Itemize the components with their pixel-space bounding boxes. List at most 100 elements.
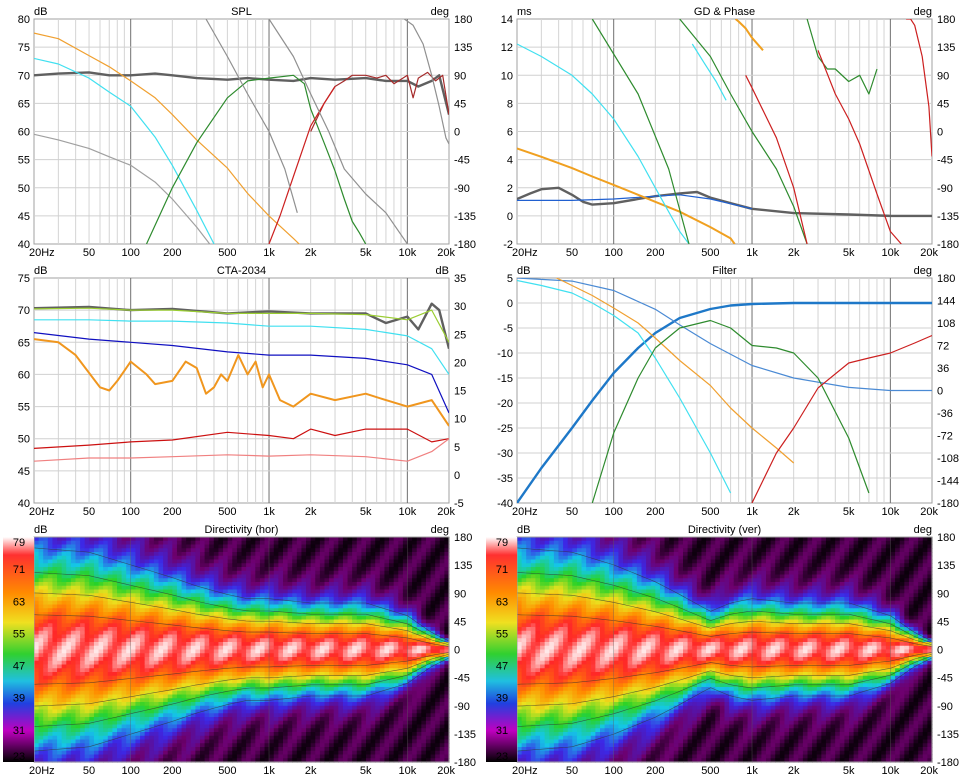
heat-cell xyxy=(356,638,362,643)
heat-cell xyxy=(84,623,90,628)
heat-cell xyxy=(384,750,390,756)
y-tick-label: 40 xyxy=(18,239,30,251)
heat-cell xyxy=(273,604,279,609)
heat-cell xyxy=(329,638,335,643)
heat-cell xyxy=(301,582,307,587)
heat-cell xyxy=(61,578,67,583)
heat-cell xyxy=(301,679,307,684)
heat-cell xyxy=(80,687,86,692)
heat-cell xyxy=(126,619,132,624)
heat-cell xyxy=(61,732,67,737)
heat-cell xyxy=(158,589,164,594)
heat-cell xyxy=(140,735,146,741)
heat-cell xyxy=(140,548,146,553)
heat-cell xyxy=(301,540,307,546)
heat-cell xyxy=(70,675,77,681)
heat-cell xyxy=(117,627,123,632)
heat-cell xyxy=(190,627,196,632)
heat-cell xyxy=(361,638,367,643)
heat-cell xyxy=(269,705,275,711)
heat-cell xyxy=(176,537,183,542)
heat-cell xyxy=(246,589,252,594)
heat-cell xyxy=(356,705,362,711)
heat-cell xyxy=(47,732,54,737)
heat-cell xyxy=(176,623,183,628)
heat-cell xyxy=(333,739,339,744)
heat-cell xyxy=(112,537,118,542)
heat-cell xyxy=(80,563,86,568)
heat-cell xyxy=(255,537,261,542)
heat-cell xyxy=(153,747,160,752)
heat-cell xyxy=(287,717,293,722)
heat-cell xyxy=(287,739,293,744)
heat-cell xyxy=(292,615,298,621)
heat-cell xyxy=(93,743,100,748)
heat-cell xyxy=(70,683,77,688)
heat-cell xyxy=(112,574,118,579)
heat-cell xyxy=(98,570,104,576)
heat-cell xyxy=(158,638,164,643)
heat-cell xyxy=(43,619,49,624)
y2-tick-label: 135 xyxy=(454,42,472,54)
heat-cell xyxy=(200,687,206,692)
heat-cell xyxy=(43,758,49,763)
heat-cell xyxy=(103,619,109,624)
heat-cell xyxy=(232,675,238,681)
heat-cell xyxy=(52,728,58,733)
heat-cell xyxy=(259,720,266,726)
heat-cell xyxy=(384,559,390,564)
heat-cell xyxy=(103,698,109,703)
x-tick-label: 1k xyxy=(263,506,275,518)
heat-cell xyxy=(342,623,349,628)
series-line-1 xyxy=(34,307,449,343)
heat-cell xyxy=(361,672,367,677)
heat-cell xyxy=(153,552,160,557)
heat-cell xyxy=(61,559,67,564)
heat-cell xyxy=(43,585,49,591)
heat-cell xyxy=(310,743,316,748)
x-tick-label: 1k xyxy=(263,247,275,259)
heat-cell xyxy=(342,683,349,688)
heat-cell xyxy=(149,537,155,542)
heat-cell xyxy=(52,642,58,647)
heat-cell xyxy=(140,664,146,669)
heat-cell xyxy=(38,754,44,759)
heat-cell xyxy=(306,664,312,669)
heat-cell xyxy=(34,713,40,718)
heat-cell xyxy=(195,548,201,553)
heat-cell xyxy=(126,567,132,572)
heat-cell xyxy=(163,675,169,681)
heat-cell xyxy=(149,555,155,561)
heat-cell xyxy=(329,758,335,763)
heat-cell xyxy=(158,642,164,647)
heat-cell xyxy=(384,544,390,549)
heat-cell xyxy=(117,657,123,662)
heat-cell xyxy=(315,563,321,568)
heat-cell xyxy=(200,649,206,654)
heat-cell xyxy=(70,612,77,617)
heat-cell xyxy=(389,567,395,572)
heat-cell xyxy=(213,754,220,759)
heat-cell xyxy=(384,540,390,546)
heat-cell xyxy=(232,720,238,726)
heat-cell xyxy=(347,589,353,594)
heat-cell xyxy=(80,604,86,609)
x-tick-label: 200 xyxy=(163,506,181,518)
heat-cell xyxy=(204,739,210,744)
heat-cell xyxy=(319,608,326,613)
heat-cell xyxy=(329,705,335,711)
heat-cell xyxy=(310,739,316,744)
heat-cell xyxy=(75,705,81,711)
heat-cell xyxy=(130,623,137,628)
heat-cell xyxy=(361,578,367,583)
heat-cell xyxy=(269,593,275,598)
series-group xyxy=(517,278,932,503)
heat-cell xyxy=(278,582,284,587)
heat-cell xyxy=(379,694,386,699)
heat-cell xyxy=(75,735,81,741)
plot-area xyxy=(33,277,450,504)
heat-cell xyxy=(117,679,123,684)
heat-cell xyxy=(356,679,362,684)
x-tick-label: 200 xyxy=(646,247,664,259)
heat-cell xyxy=(61,567,67,572)
